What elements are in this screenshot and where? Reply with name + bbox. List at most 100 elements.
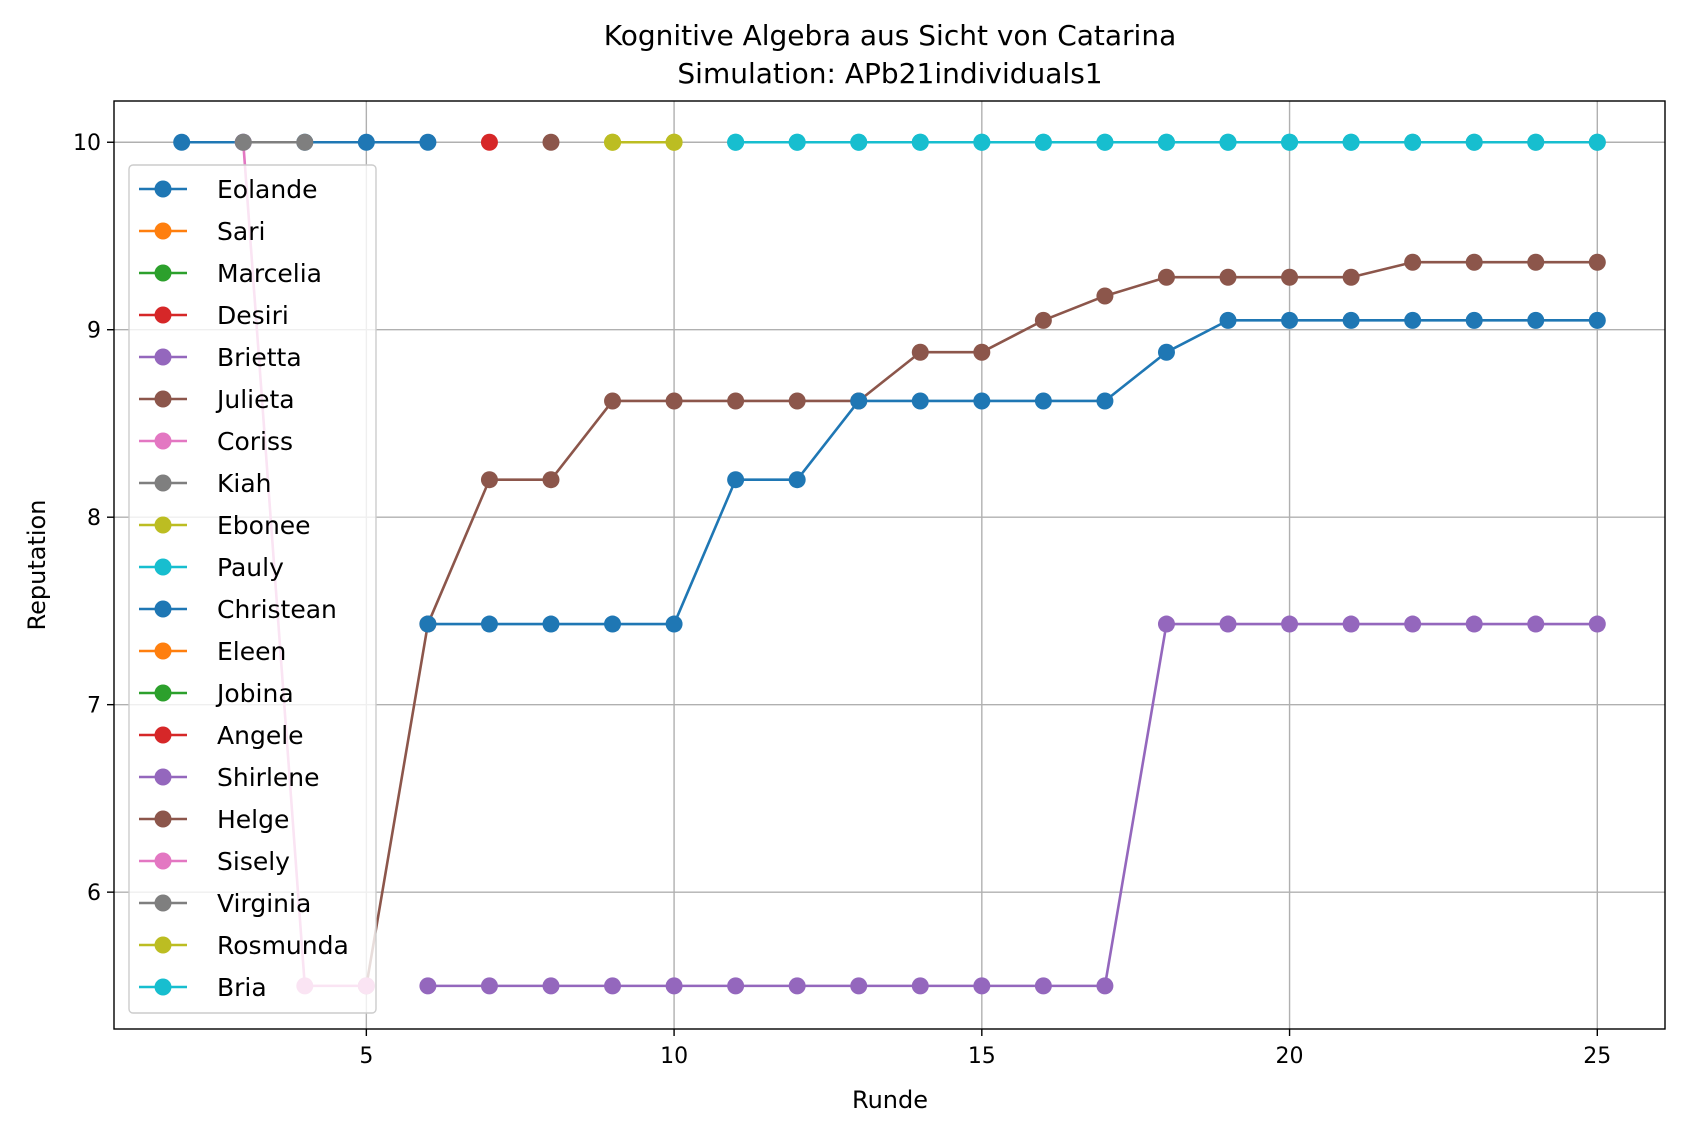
data-point <box>1281 311 1299 329</box>
data-point <box>1157 268 1175 286</box>
data-point <box>1034 392 1052 410</box>
legend-label: Kiah <box>217 469 272 498</box>
data-point <box>419 977 437 995</box>
legend-label: Julieta <box>215 385 295 414</box>
legend-label: Coriss <box>217 427 293 456</box>
x-tick-label: 15 <box>968 1044 996 1069</box>
data-point <box>1527 253 1545 271</box>
legend-marker <box>154 474 172 492</box>
legend-entry: Christean <box>139 595 337 624</box>
y-tick-label: 8 <box>87 506 101 531</box>
data-point <box>173 133 191 151</box>
data-point <box>542 977 560 995</box>
series-bria <box>727 133 1606 151</box>
legend-marker <box>154 516 172 534</box>
y-tick-label: 6 <box>87 881 101 906</box>
legend-entry: Julieta <box>139 385 295 414</box>
data-point <box>1404 615 1422 633</box>
data-point <box>1527 615 1545 633</box>
y-tick-label: 7 <box>87 694 101 719</box>
legend-marker <box>154 936 172 954</box>
data-point <box>1157 615 1175 633</box>
chart-subtitle: Simulation: APb21individuals1 <box>677 57 1102 90</box>
data-point <box>1588 615 1606 633</box>
data-point <box>1096 977 1114 995</box>
legend-entry: Bria <box>139 973 267 1002</box>
series-rosmunda <box>604 133 683 151</box>
series-line <box>427 319 1598 626</box>
legend-label: Ebonee <box>217 511 311 540</box>
data-point <box>911 343 929 361</box>
data-point <box>419 133 437 151</box>
legend-label: Eleen <box>217 637 286 666</box>
data-point <box>419 615 437 633</box>
x-tick-label: 10 <box>660 1044 688 1069</box>
legend-marker <box>154 264 172 282</box>
data-point <box>604 133 622 151</box>
data-point <box>1404 311 1422 329</box>
legend-entry: Marcelia <box>139 259 322 288</box>
legend-entry: Jobina <box>139 679 294 708</box>
legend-marker <box>154 726 172 744</box>
data-point <box>1281 268 1299 286</box>
data-point <box>911 392 929 410</box>
legend-marker <box>154 390 172 408</box>
data-point <box>542 133 560 151</box>
x-tick-label: 5 <box>359 1044 373 1069</box>
data-point <box>604 615 622 633</box>
y-axis-label: Reputation <box>23 500 51 631</box>
data-point <box>1588 133 1606 151</box>
legend-entry: Pauly <box>139 553 284 582</box>
legend-marker <box>154 768 172 786</box>
legend-label: Marcelia <box>217 259 322 288</box>
data-point <box>727 133 745 151</box>
data-point <box>665 615 683 633</box>
legend-marker <box>154 810 172 828</box>
data-point <box>1034 977 1052 995</box>
data-point <box>542 471 560 489</box>
legend-box <box>128 164 377 1014</box>
data-point <box>1219 311 1237 329</box>
data-point <box>234 133 252 151</box>
x-tick-label: 20 <box>1276 1044 1304 1069</box>
data-point <box>480 615 498 633</box>
legend-marker <box>154 894 172 912</box>
legend-marker <box>154 558 172 576</box>
legend-marker <box>154 852 172 870</box>
legend-label: Virginia <box>217 889 311 918</box>
x-axis-label: Runde <box>852 1086 928 1114</box>
legend-label: Bria <box>217 973 267 1002</box>
data-point <box>911 977 929 995</box>
y-tick-label: 9 <box>87 319 101 344</box>
data-point <box>727 977 745 995</box>
data-point <box>1034 311 1052 329</box>
data-point <box>788 977 806 995</box>
data-point <box>542 615 560 633</box>
legend: Eolande Sari Marcelia Desiri Brietta Julieta C… <box>128 164 377 1014</box>
legend-entry: Ebonee <box>139 511 311 540</box>
legend-marker <box>154 684 172 702</box>
data-point <box>665 977 683 995</box>
data-point <box>1096 287 1114 305</box>
data-point <box>1465 253 1483 271</box>
legend-entry: Eolande <box>139 175 317 204</box>
legend-entry: Sari <box>139 217 265 246</box>
legend-marker <box>154 600 172 618</box>
legend-label: Eolande <box>217 175 317 204</box>
legend-marker <box>154 348 172 366</box>
data-point <box>973 133 991 151</box>
legend-label: Sisely <box>217 847 290 876</box>
legend-label: Pauly <box>217 553 284 582</box>
data-point <box>1527 133 1545 151</box>
legend-label: Christean <box>217 595 337 624</box>
legend-label: Angele <box>217 721 304 750</box>
data-point <box>604 977 622 995</box>
data-point <box>850 392 868 410</box>
data-point <box>1157 133 1175 151</box>
axis-ticks: 5 10 15 20 25 6 7 8 9 10 <box>73 131 1611 1069</box>
data-point <box>1219 615 1237 633</box>
data-point <box>1157 343 1175 361</box>
data-point <box>1527 311 1545 329</box>
data-point <box>1281 615 1299 633</box>
data-point <box>480 977 498 995</box>
